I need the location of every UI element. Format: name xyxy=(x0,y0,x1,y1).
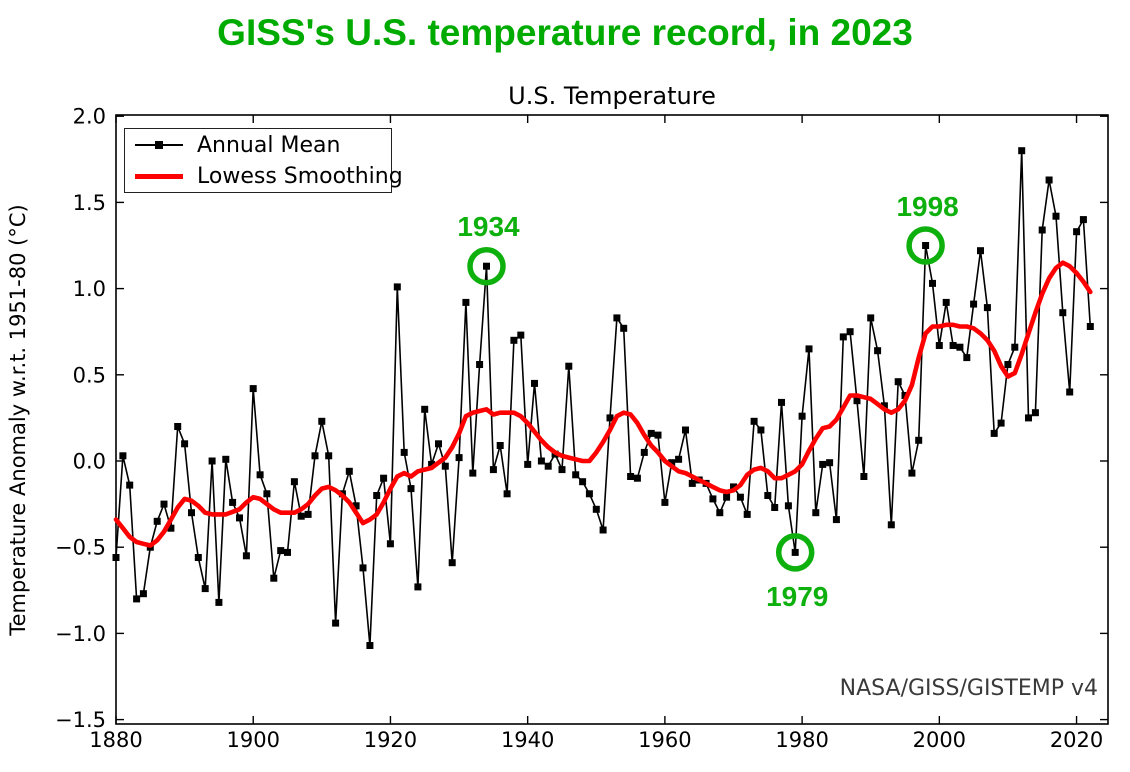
legend-item-lowess: Lowess Smoothing xyxy=(125,161,403,191)
highlight-circle-1979 xyxy=(775,533,815,572)
x-tick-label: 1920 xyxy=(364,728,417,752)
annual-mean-line xyxy=(115,150,1092,646)
page-title: GISS's U.S. temperature record, in 2023 xyxy=(217,12,913,53)
annual-mean-line-sample-icon xyxy=(135,140,183,150)
annotation-label-1998: 1998 xyxy=(896,190,959,222)
annotation-label-1979: 1979 xyxy=(766,581,829,613)
lowess-line xyxy=(113,260,1093,548)
y-tick-label: 1.5 xyxy=(73,191,106,215)
x-tick-label: 1960 xyxy=(638,728,691,752)
lowess-line-sample-icon xyxy=(135,171,183,181)
y-tick-label: 0.0 xyxy=(73,450,106,474)
annual-mean-markers xyxy=(112,147,1094,649)
axes-frame xyxy=(115,114,1109,725)
y-tick-label: 1.0 xyxy=(73,277,106,301)
legend-label: Lowess Smoothing xyxy=(197,163,403,189)
highlight-circle-1934 xyxy=(467,246,506,286)
source-watermark: NASA/GISS/GISTEMP v4 xyxy=(839,676,1098,701)
legend-label: Annual Mean xyxy=(197,132,341,158)
x-tick-label: 1940 xyxy=(501,728,554,752)
x-tick-label: 2020 xyxy=(1050,728,1103,752)
legend-item-annual-mean: Annual Mean xyxy=(125,130,391,160)
x-tick-label: 1980 xyxy=(775,728,828,752)
axes-ticks: 1880 1900 1920 1940 1960 1980 2000 2020 −1.5 −1.0… xyxy=(55,105,1108,752)
y-tick-label: −1.5 xyxy=(55,708,106,732)
y-tick-label: 2.0 xyxy=(73,105,106,129)
x-tick-label: 1900 xyxy=(226,728,279,752)
y-tick-label: 0.5 xyxy=(73,363,106,387)
highlight-circle-1998 xyxy=(906,226,945,265)
x-tick-label: 1880 xyxy=(89,728,142,752)
legend: Annual Mean Lowess Smoothing xyxy=(124,128,403,193)
y-tick-label: −0.5 xyxy=(55,536,106,560)
x-tick-label: 2000 xyxy=(913,728,966,752)
annotation-label-1934: 1934 xyxy=(457,211,520,243)
y-axis-label: Temperature Anomaly w.r.t. 1951-80 (°C) xyxy=(6,204,30,636)
chart-title: U.S. Temperature xyxy=(508,82,716,110)
y-tick-label: −1.0 xyxy=(55,622,106,646)
